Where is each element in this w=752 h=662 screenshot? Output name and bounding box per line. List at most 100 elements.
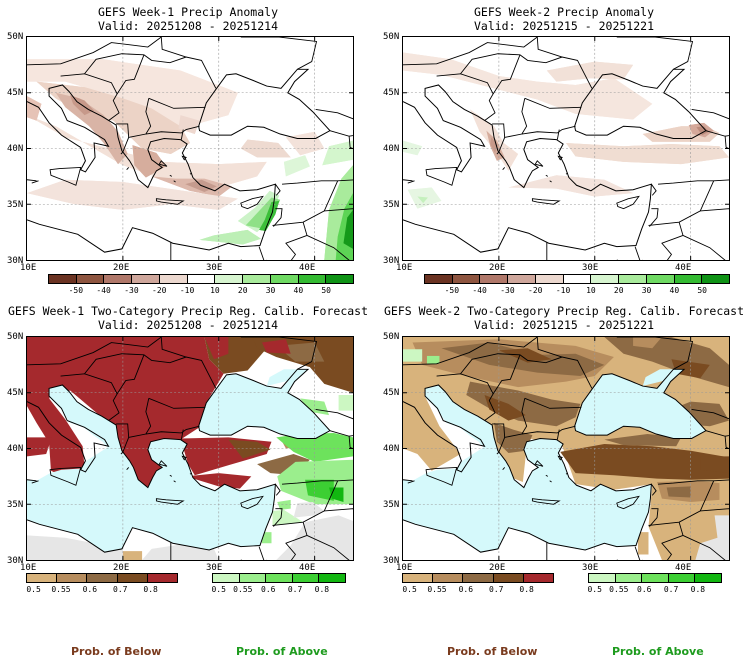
island: [173, 180, 176, 183]
colorbar-swatch: [57, 574, 88, 582]
country-border: [498, 98, 528, 153]
lat-label: 45N: [383, 88, 400, 98]
colorbar-tick-label: -30: [124, 286, 139, 295]
coastline: [403, 179, 413, 182]
azov-sea: [266, 369, 298, 387]
colorbar-tick-label: 40: [669, 286, 680, 295]
colorbar-tick-label: 20: [237, 286, 248, 295]
country-border: [160, 337, 187, 358]
data-region: [508, 175, 634, 197]
colorbar-tick-label: -10: [555, 286, 571, 295]
country-border: [651, 483, 657, 496]
map-week1-anomaly: [26, 36, 354, 261]
anomaly-colorbar: [48, 274, 354, 284]
panel-week1-anomaly: GEFS Week-1 Precip Anomaly Valid: 202512…: [0, 0, 376, 300]
data-region: [199, 229, 261, 245]
colorbar-swatch: [535, 275, 564, 283]
colorbar-swatch: [619, 275, 647, 283]
country-border: [700, 208, 729, 212]
island: [616, 195, 640, 210]
prob-below-label: Prob. of Below: [71, 645, 162, 658]
colorbar-tick-label: 0.7: [287, 585, 303, 594]
colorbar-swatch: [403, 574, 434, 582]
lon-label: 40E: [675, 563, 692, 573]
data-region: [27, 96, 42, 121]
island: [126, 167, 130, 171]
country-border: [658, 130, 729, 185]
lat-label: 30N: [7, 556, 24, 566]
lat-label: 50N: [7, 32, 24, 42]
island: [169, 174, 173, 177]
colorbar-tick-label: -20: [152, 286, 167, 295]
country-border: [661, 522, 684, 560]
country-border: [498, 398, 528, 453]
colorbar-swatch: [239, 574, 267, 582]
data-region: [300, 398, 330, 416]
colorbar-swatch: [508, 275, 536, 283]
lat-label: 40N: [383, 144, 400, 154]
colorbar-swatch: [326, 275, 354, 283]
colorbar-tick-label: 0.8: [314, 585, 330, 594]
data-region: [484, 394, 526, 421]
data-region: [178, 115, 200, 135]
colorbar-swatch: [49, 275, 77, 283]
colorbar-swatch: [132, 275, 160, 283]
colorbar-tick-label: 20: [613, 286, 624, 295]
island: [49, 466, 82, 486]
lat-label: 30N: [7, 256, 24, 266]
country-border: [460, 353, 593, 389]
country-border: [651, 183, 657, 196]
colorbar-swatch: [433, 574, 464, 582]
data-region: [322, 140, 353, 166]
panel-title: GEFS Week-2 Two-Category Precip Reg. Cal…: [383, 304, 745, 318]
island: [158, 160, 168, 167]
colorbar-swatch: [642, 574, 669, 582]
country-border: [258, 246, 265, 260]
data-region: [132, 145, 167, 178]
island: [169, 474, 173, 477]
island: [126, 467, 130, 471]
data-region: [403, 349, 423, 362]
lon-label: 40E: [675, 263, 692, 273]
lon-label: 10E: [396, 263, 413, 273]
country-border: [492, 123, 506, 138]
island: [531, 198, 561, 205]
data-region: [343, 209, 353, 249]
map-week2-anomaly: [402, 36, 730, 261]
country-border: [648, 180, 715, 226]
data-region: [637, 532, 649, 555]
data-region: [560, 444, 729, 480]
country-border: [634, 246, 641, 260]
coastline: [27, 179, 37, 182]
colorbar-swatch: [76, 275, 105, 283]
island: [181, 155, 187, 161]
lat-label: 30N: [383, 556, 400, 566]
map-canvas: [27, 37, 353, 260]
panel-valid-dates: Valid: 20251215 - 20251221: [473, 318, 654, 332]
country-border: [116, 423, 130, 438]
country-border: [122, 98, 152, 153]
colorbar-swatch: [187, 275, 216, 283]
colorbar-swatch: [319, 574, 345, 582]
colorbar-tick-label: 0.8: [143, 585, 158, 594]
data-region: [272, 509, 304, 526]
data-region: [283, 155, 310, 177]
data-region: [546, 61, 634, 82]
colorbar-tick-label: -10: [179, 286, 195, 295]
data-region: [27, 437, 52, 457]
lon-label: 40E: [299, 263, 316, 273]
data-region: [261, 339, 291, 354]
island: [545, 474, 549, 477]
colorbar-tick-label: 0.6: [637, 585, 652, 594]
lon-label: 10E: [396, 563, 413, 573]
data-region: [695, 515, 729, 560]
map-canvas: [403, 37, 729, 260]
coastline: [403, 479, 413, 482]
colorbar-tick-label: 0.55: [233, 585, 253, 594]
country-border: [275, 183, 281, 196]
colorbar-tick-label: 10: [586, 286, 596, 295]
lon-label: 20E: [113, 563, 130, 573]
data-region: [27, 179, 238, 210]
lat-label: 40N: [383, 444, 400, 454]
country-border: [661, 222, 684, 260]
